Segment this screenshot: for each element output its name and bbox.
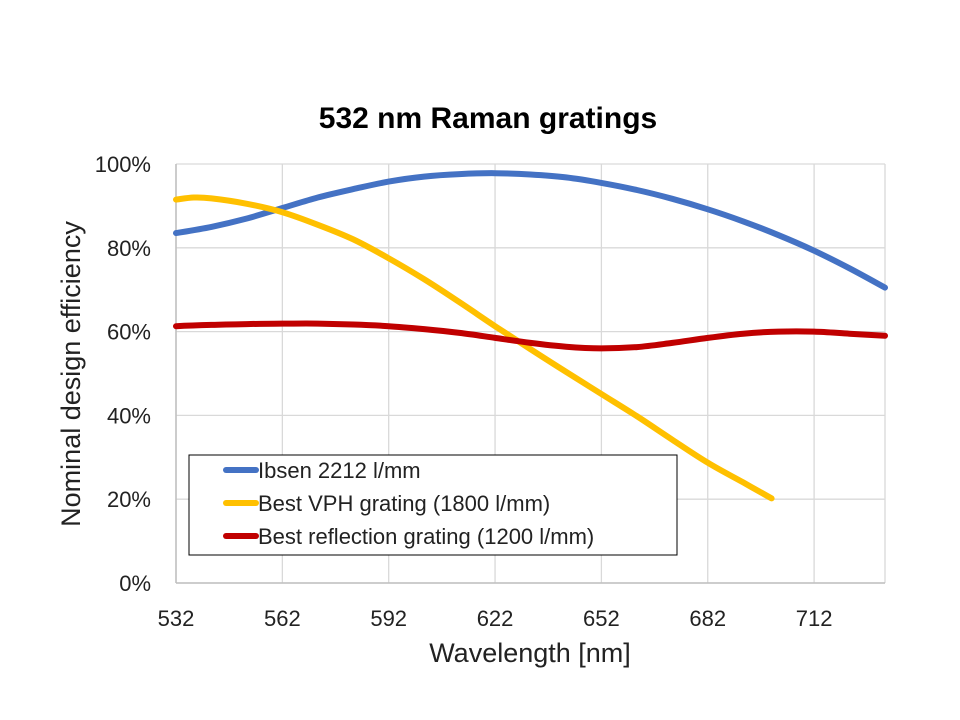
y-tick-label: 0%: [119, 571, 151, 596]
y-tick-label: 40%: [107, 403, 151, 428]
legend-box: [188, 454, 678, 556]
y-tick-label: 100%: [95, 152, 151, 177]
x-tick-label: 682: [689, 606, 726, 631]
x-tick-label: 652: [583, 606, 620, 631]
gridlines: [175, 163, 886, 584]
x-axis-label: Wavelength [nm]: [429, 638, 631, 668]
x-tick-label: 562: [264, 606, 301, 631]
series-line: [173, 170, 888, 291]
x-tick-label: 532: [158, 606, 195, 631]
y-tick-label: 20%: [107, 487, 151, 512]
y-tick-labels: 0% 20% 40% 60% 80% 100%: [95, 152, 151, 596]
series-line: [173, 320, 888, 352]
legend: Ibsen 2212 l/mm Best VPH grating (1800 l/…: [188, 454, 678, 556]
y-axis-label: Nominal design efficiency: [56, 221, 86, 527]
x-tick-label: 622: [477, 606, 514, 631]
y-tick-label: 60%: [107, 320, 151, 345]
legend-label: Ibsen 2212 l/mm: [258, 458, 421, 483]
legend-label: Best reflection grating (1200 l/mm): [258, 524, 594, 549]
x-tick-label: 712: [796, 606, 833, 631]
series-line: [173, 194, 775, 502]
chart-title: 532 nm Raman gratings: [319, 102, 657, 135]
series-lines: [173, 170, 888, 502]
x-tick-label: 592: [370, 606, 407, 631]
x-tick-labels: 532 562 592 622 652 682 712: [158, 606, 833, 631]
y-tick-label: 80%: [107, 236, 151, 261]
legend-label: Best VPH grating (1800 l/mm): [258, 491, 550, 516]
